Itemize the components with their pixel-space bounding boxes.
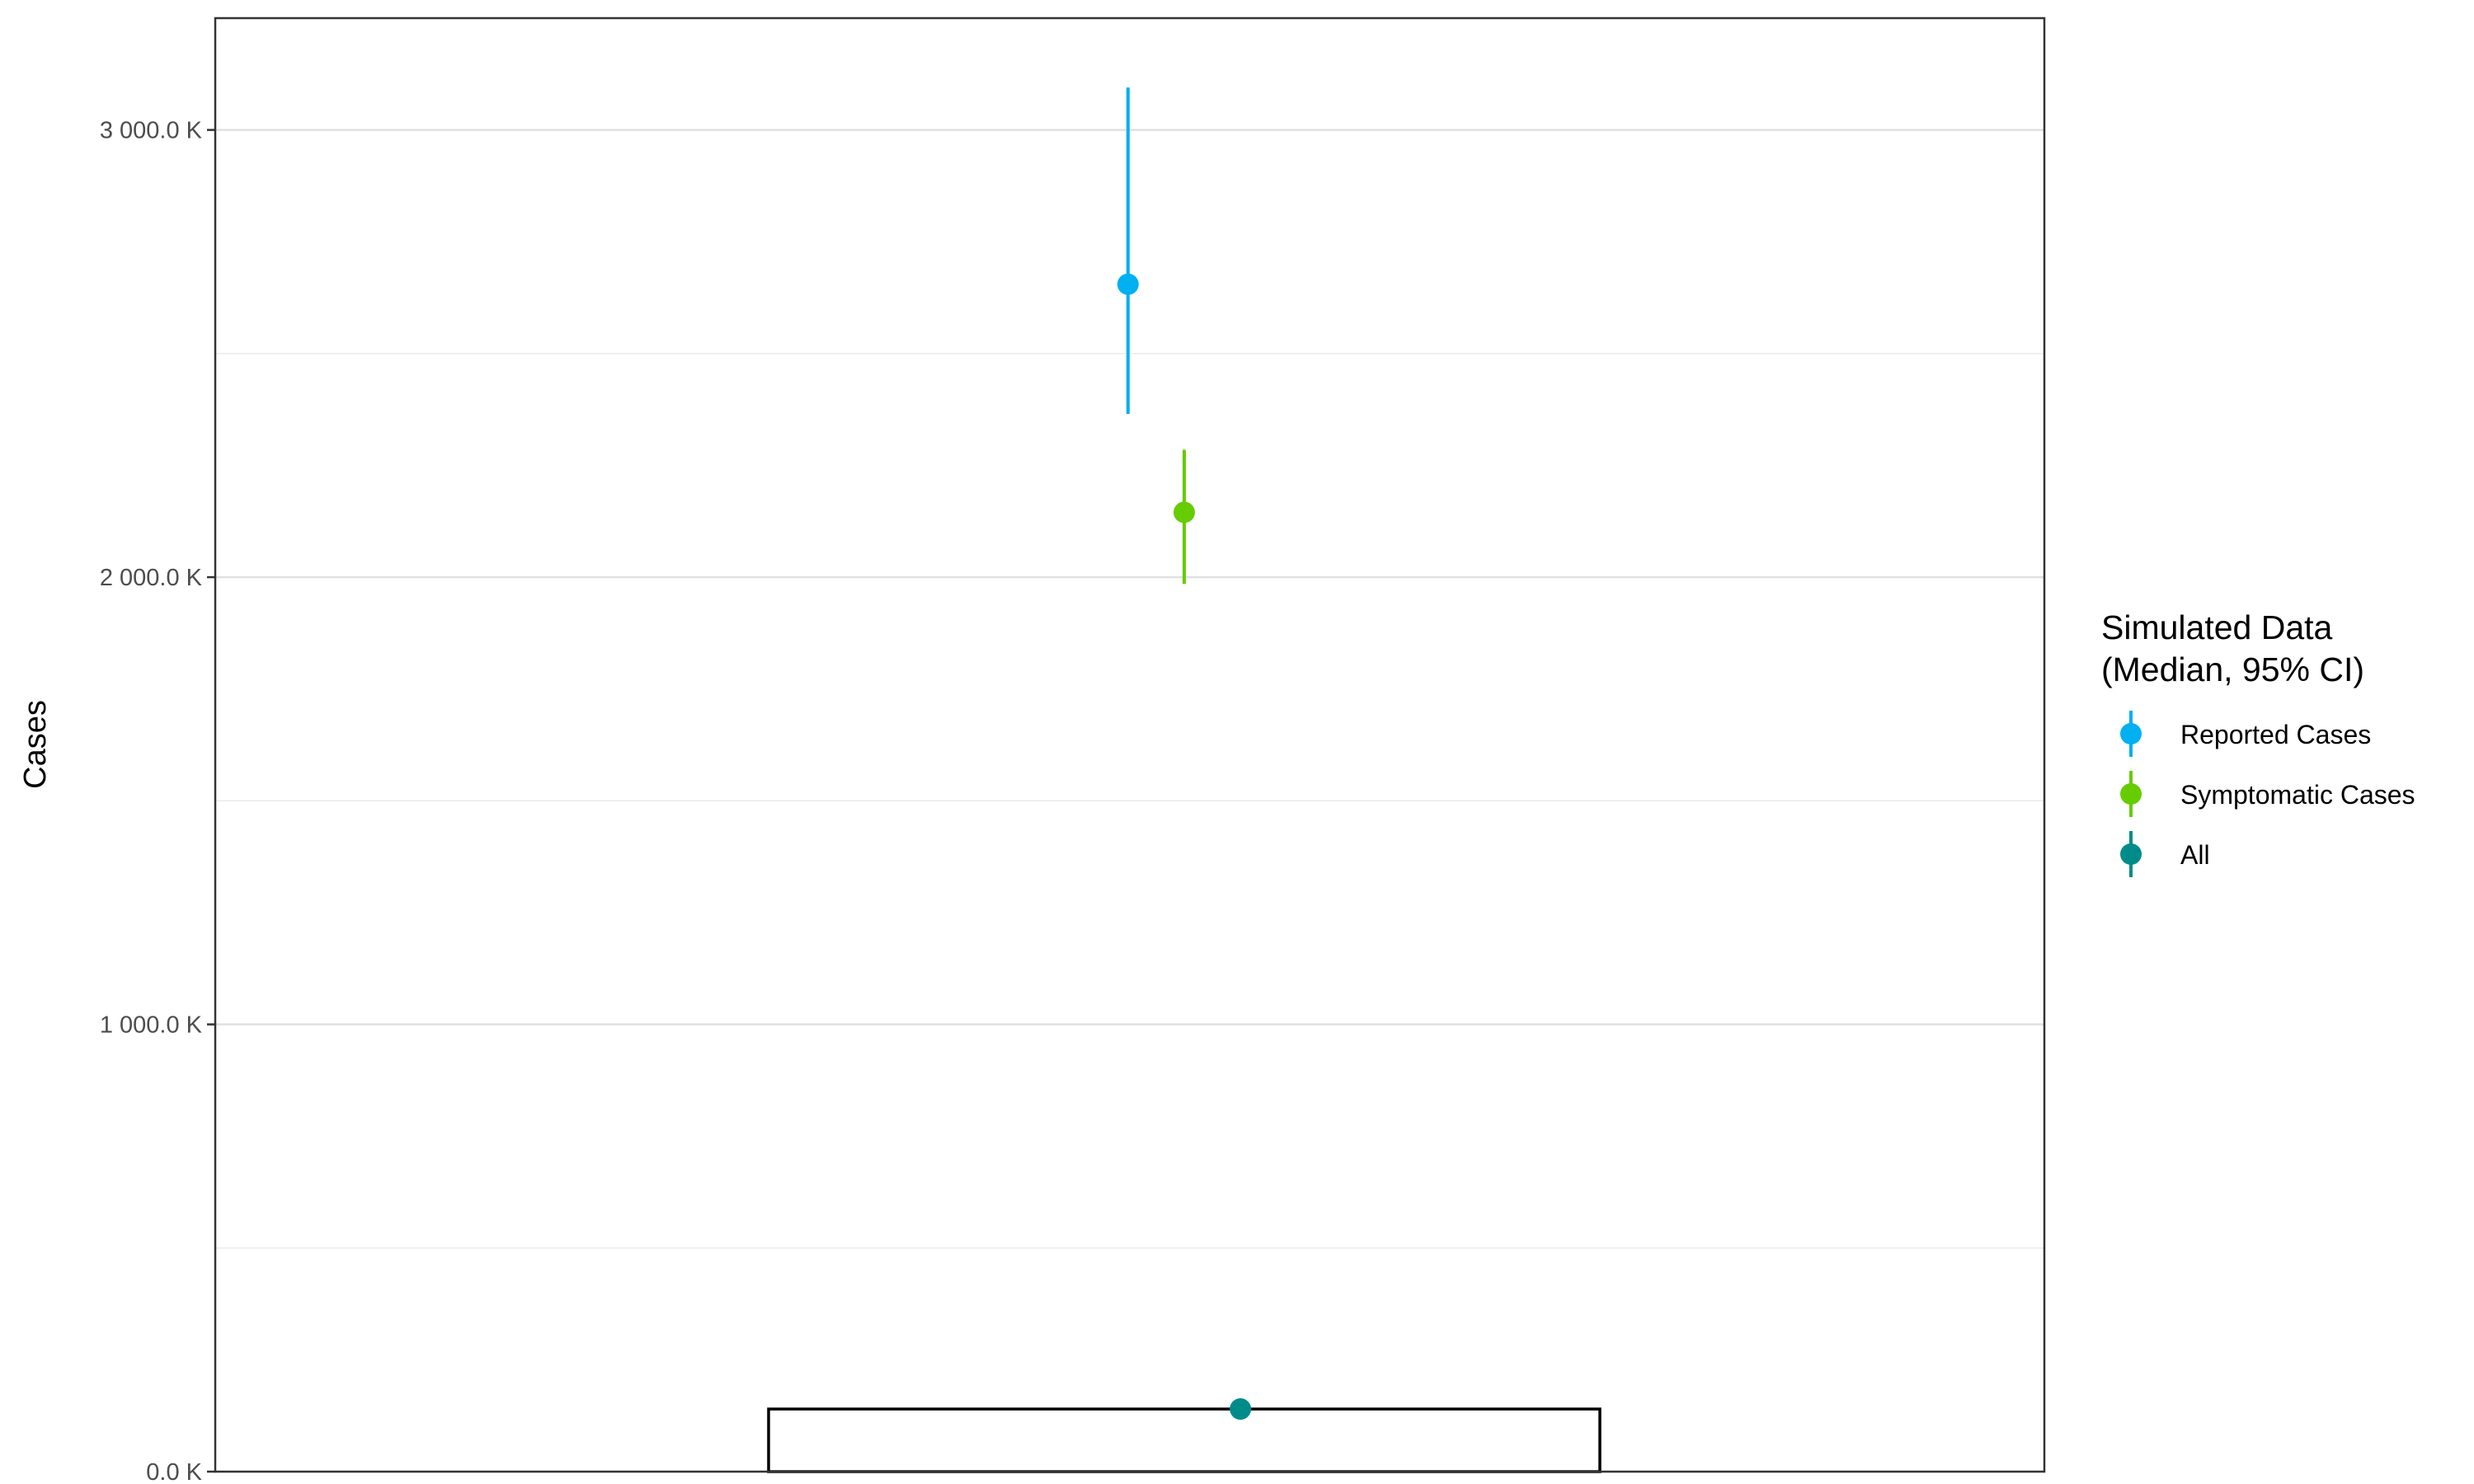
legend-key-point-0: [2120, 723, 2142, 744]
y-tick-label-3: 3 000.0 K: [100, 118, 203, 144]
y-tick-label-2: 2 000.0 K: [100, 565, 203, 591]
median-point-2: [1230, 1398, 1252, 1421]
legend-title-line-2: (Median, 95% CI): [2101, 650, 2364, 688]
legend-label-2: All: [2180, 840, 2210, 870]
legend-items: Reported Cases Symptomatic Cases All: [2120, 711, 2415, 877]
y-tick-label-0: 0.0 K: [146, 1459, 202, 1484]
legend-label-0: Reported Cases: [2180, 720, 2371, 749]
y-tick-label-1: 1 000.0 K: [100, 1012, 203, 1039]
legend-key-point-1: [2120, 783, 2142, 805]
legend: Simulated Data (Median, 95% CI) Reported…: [2101, 608, 2415, 877]
legend-key-point-2: [2120, 843, 2142, 865]
median-point-1: [1174, 501, 1195, 524]
legend-title-line-1: Simulated Data: [2101, 608, 2333, 646]
y-axis-title: Cases: [18, 700, 53, 789]
plot-border: [214, 16, 2046, 1473]
series-layer: [1117, 87, 1252, 1421]
y-axis: 0.0 K 1 000.0 K 2 000.0 K 3 000.0 K: [100, 118, 215, 1484]
plot-background: [215, 18, 2044, 1472]
median-point-0: [1117, 273, 1139, 295]
legend-label-1: Symptomatic Cases: [2180, 780, 2415, 810]
